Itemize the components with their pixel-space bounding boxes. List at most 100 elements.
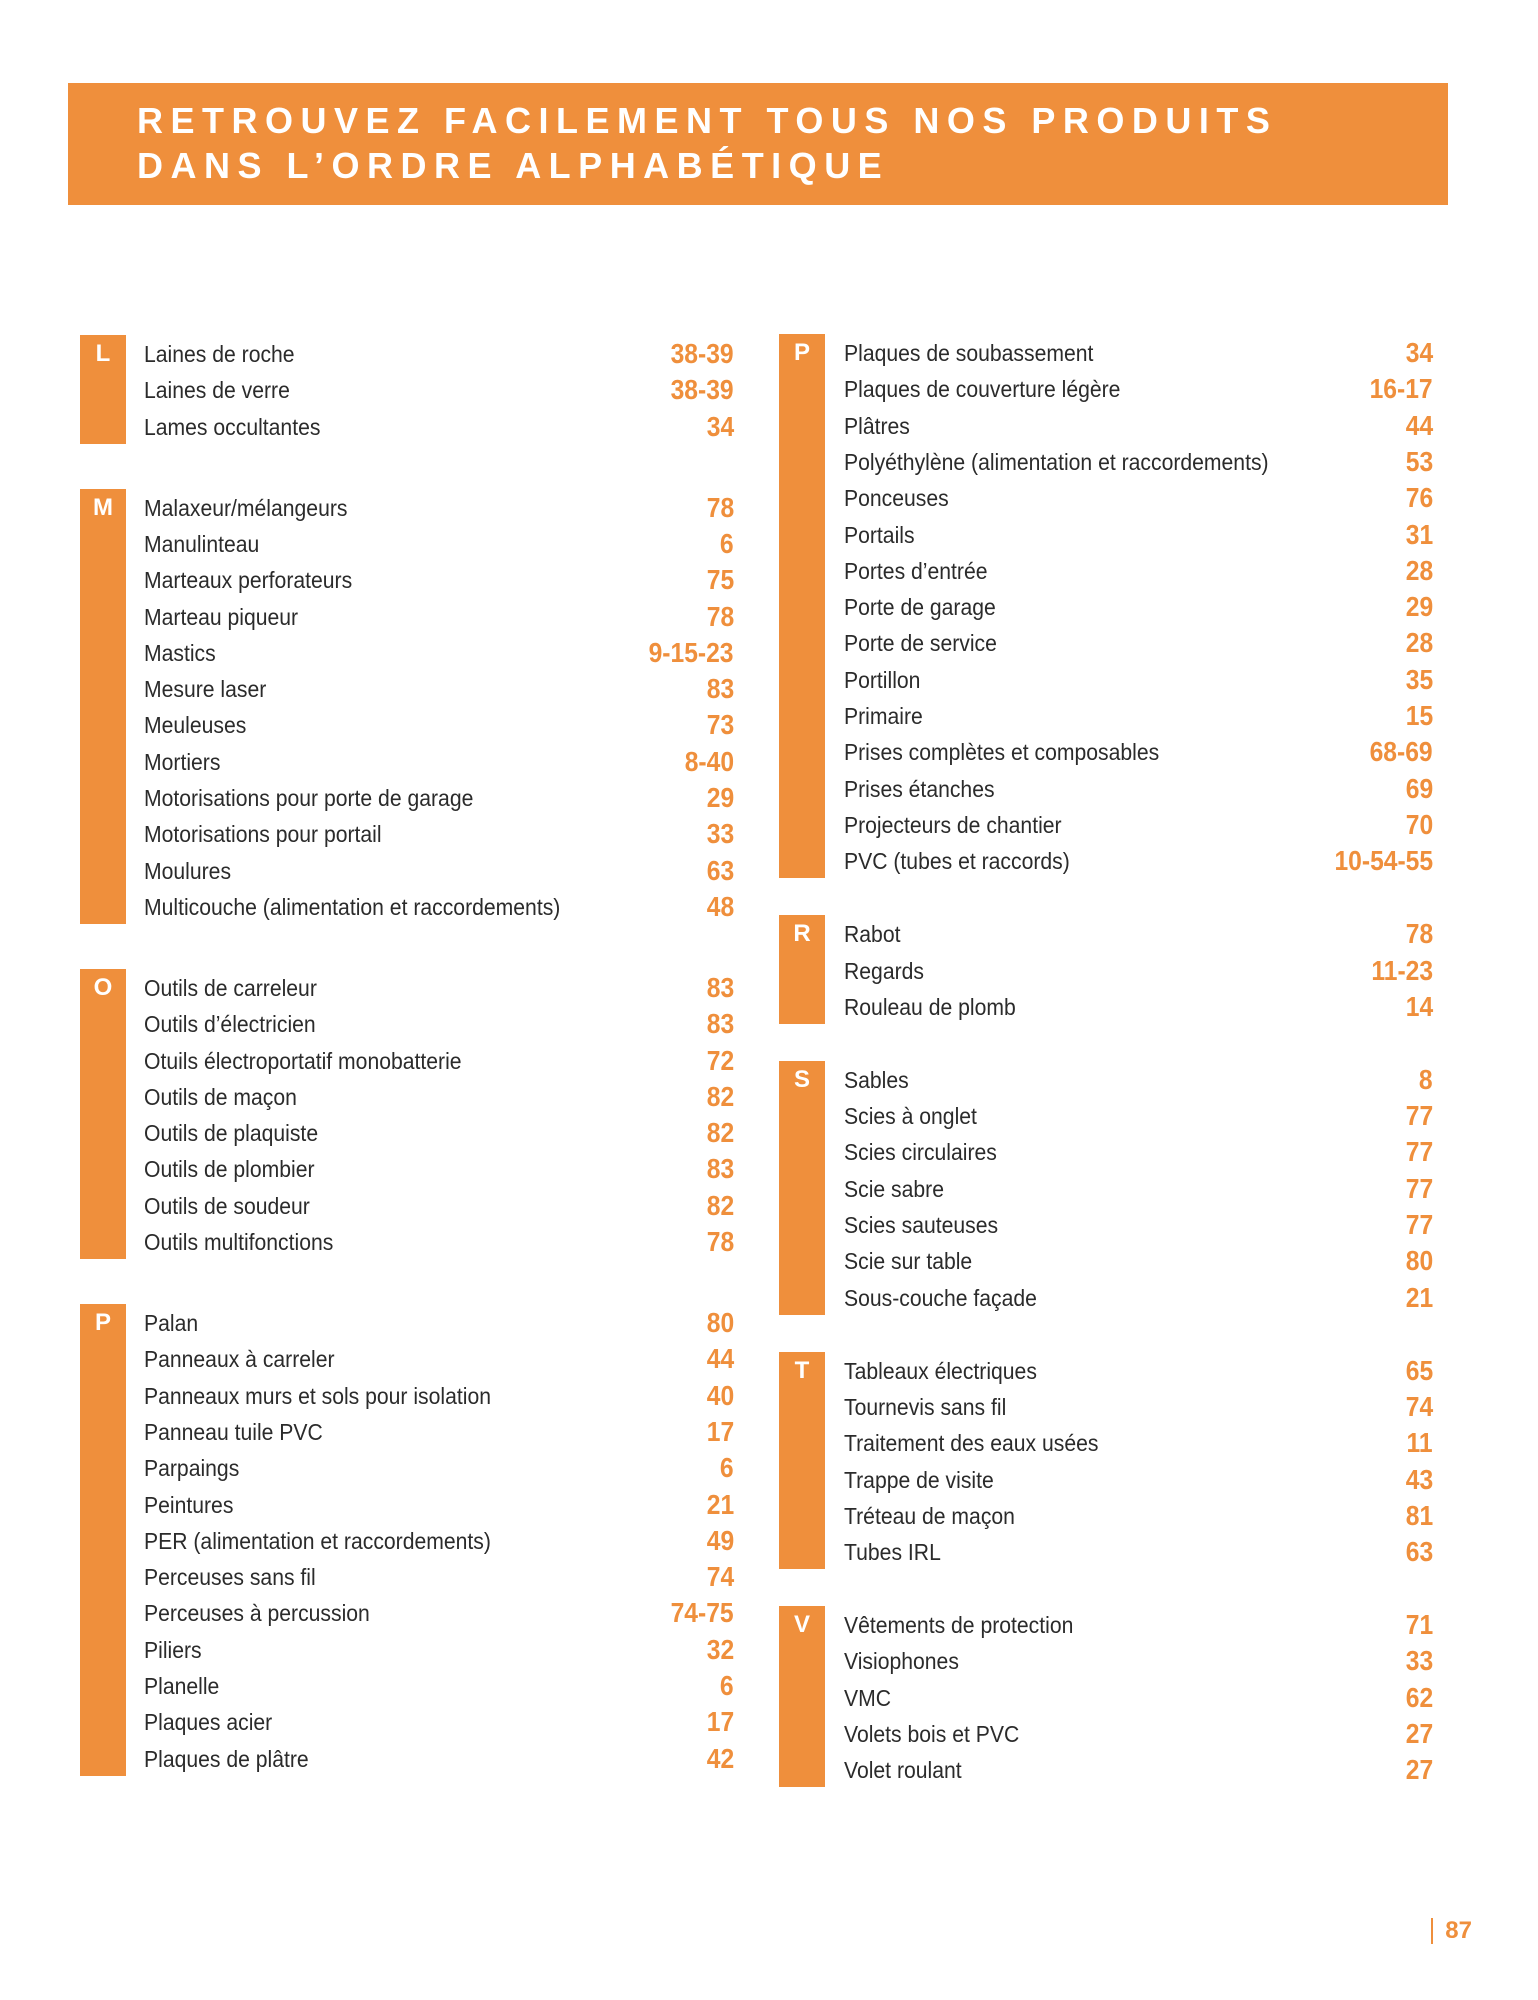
item-name: Marteau piqueur [144,603,299,630]
item-name: Outils de carreleur [144,974,317,1001]
item-page: 33 [1405,1645,1433,1677]
item-page: 83 [706,971,734,1003]
section-letter: P [793,339,810,366]
item-page: 14 [1405,990,1433,1022]
item-page: 53 [1405,445,1433,477]
item-page: 21 [706,1488,734,1520]
item-name: Palan [144,1310,199,1336]
item-page: 29 [706,782,734,813]
item-name: VMC [844,1684,892,1711]
item-name: Primaire [844,703,923,729]
letter-bar [80,488,126,924]
item-name: Mortiers [144,748,221,775]
item-name: Scies sauteuses [844,1212,999,1238]
item-name: Porte de garage [844,594,996,621]
item-page: 10-54-55 [1334,845,1433,877]
item-name: Motorisations pour porte de garage [144,785,474,811]
item-name: Rabot [844,921,901,948]
letter-bar [779,1606,825,1788]
item-page: 17 [706,1415,734,1447]
item-page: 33 [706,818,734,850]
item-name: PVC (tubes et raccords) [844,848,1070,875]
item-name: Mesure laser [144,676,267,703]
item-page: 17 [706,1706,734,1738]
item-page: 82 [706,1189,734,1221]
item-page: 77 [1405,1136,1433,1168]
item-page: 62 [1405,1681,1433,1713]
letter-bar [779,1060,825,1315]
item-page: 81 [1405,1499,1433,1531]
item-name: Laines de roche [144,341,295,367]
letter-bar [779,915,825,1024]
item-name: Rouleau de plomb [844,993,1016,1020]
item-page: 38-39 [670,374,734,406]
item-page: 78 [706,600,734,632]
item-name: Scies à onglet [844,1103,977,1130]
item-name: Portillon [844,666,921,693]
item-page: 80 [706,1307,734,1338]
letter-bar [779,1351,825,1570]
item-name: Tournevis sans fil [844,1393,1007,1420]
item-name: Portes d’entrée [844,557,988,584]
section-letter: T [794,1356,810,1384]
item-name: Parpaings [144,1455,240,1482]
item-name: Perceuses sans fil [144,1564,316,1591]
item-page: 80 [1405,1245,1433,1277]
item-page: 78 [706,1226,734,1257]
item-name: Scie sabre [844,1175,944,1202]
item-page: 82 [706,1117,734,1149]
item-name: Trappe de visite [844,1466,994,1493]
item-page: 77 [1405,1172,1433,1204]
letter-bar [80,335,126,444]
item-page: 82 [706,1080,734,1112]
item-name: Multicouche (alimentation et raccordemen… [144,893,561,920]
item-name: Tréteau de maçon [844,1502,1015,1529]
item-page: 75 [706,564,734,596]
item-name: Projecteurs de chantier [844,811,1062,838]
item-name: Scies circulaires [844,1139,997,1166]
item-page: 21 [1405,1281,1433,1313]
item-page: 8 [1419,1063,1433,1095]
item-name: Vêtements de protection [844,1612,1074,1639]
item-name: Ponceuses [844,485,949,512]
item-page: 63 [706,854,734,886]
page-number: 87 [1431,1918,1472,1944]
item-page: 77 [1405,1209,1433,1240]
item-page: 83 [706,673,734,705]
item-name: Panneaux murs et sols pour isolation [144,1382,491,1409]
item-name: Marteaux perforateurs [144,567,353,594]
item-name: Outils de plombier [144,1156,315,1183]
item-page: 28 [1405,554,1433,586]
item-name: Plaques acier [144,1709,273,1736]
item-page: 74 [1405,1390,1433,1422]
item-page: 9-15-23 [649,636,734,668]
item-page: 38-39 [670,338,734,369]
item-page: 35 [1405,663,1433,695]
item-name: Planelle [144,1673,220,1699]
item-name: Panneau tuile PVC [144,1418,323,1445]
item-name: Malaxeur/mélangeurs [144,494,348,521]
item-page: 34 [1405,337,1433,368]
item-name: Porte de service [844,630,997,657]
item-page: 83 [706,1153,734,1185]
item-page: 40 [706,1379,734,1411]
letter-bar [80,1304,126,1776]
item-page: 44 [706,1343,734,1375]
item-name: Plaques de couverture légère [844,376,1121,403]
item-name: Plâtres [844,412,910,439]
item-name: Tableaux électriques [844,1357,1037,1384]
item-name: Volet roulant [844,1757,962,1784]
item-page: 71 [1405,1609,1433,1641]
letter-bar [779,334,825,879]
item-name: Outils d’électricien [144,1011,316,1038]
item-name: Manulinteau [144,530,260,557]
item-page: 74 [706,1561,734,1593]
item-page: 74-75 [670,1597,734,1629]
item-page: 83 [706,1008,734,1040]
item-name: Meuleuses [144,712,247,739]
section-letter: M [93,493,113,521]
section-letter: P [94,1309,111,1336]
item-name: Outils de plaquiste [144,1120,319,1147]
item-name: Prises étanches [844,775,995,802]
